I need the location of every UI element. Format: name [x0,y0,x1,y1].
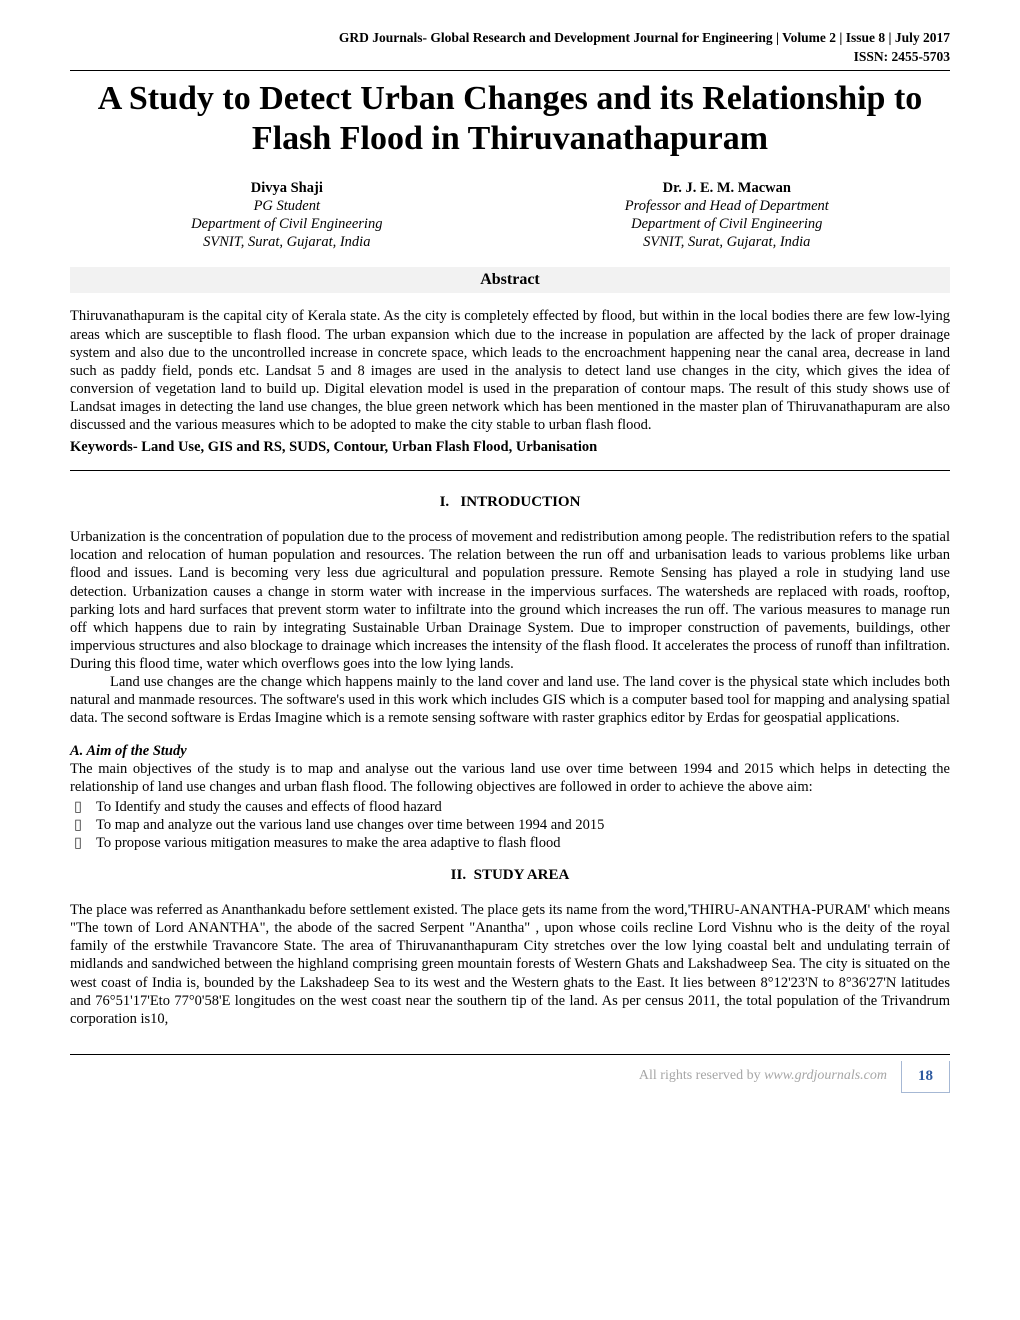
journal-header-line: GRD Journals- Global Research and Develo… [70,30,950,47]
page-number-box: 18 [901,1061,950,1093]
section-number: I. [440,494,450,510]
author-inst: SVNIT, Surat, Gujarat, India [191,233,382,251]
subsection-aim-heading: A. Aim of the Study [70,742,950,760]
footer-rights-text: All rights reserved by www.grdjournals.c… [639,1061,901,1093]
section-heading-introduction: I. INTRODUCTION [70,493,950,512]
author-dept: Department of Civil Engineering [625,215,829,233]
bullet-icon: ▯ [74,834,96,852]
abstract-heading: Abstract [70,267,950,293]
author-dept: Department of Civil Engineering [191,215,382,233]
author-inst: SVNIT, Surat, Gujarat, India [625,233,829,251]
section-title: STUDY AREA [474,867,570,883]
list-item: ▯ To Identify and study the causes and e… [70,798,950,816]
paper-title: A Study to Detect Urban Changes and its … [70,79,950,159]
bullet-icon: ▯ [74,816,96,834]
author-role: PG Student [191,197,382,215]
author-role: Professor and Head of Department [625,197,829,215]
section-number: II. [451,867,466,883]
keywords-line: Keywords- Land Use, GIS and RS, SUDS, Co… [70,438,950,456]
mid-horizontal-rule [70,470,950,471]
list-item: ▯ To map and analyze out the various lan… [70,816,950,834]
author-name: Divya Shaji [191,179,382,197]
bullet-icon: ▯ [74,798,96,816]
intro-paragraph-1: Urbanization is the concentration of pop… [70,528,950,673]
issn-line: ISSN: 2455-5703 [70,49,950,66]
aim-intro-text: The main objectives of the study is to m… [70,760,950,796]
author-2: Dr. J. E. M. Macwan Professor and Head o… [625,179,829,252]
abstract-body: Thiruvanathapuram is the capital city of… [70,307,950,434]
list-item: ▯ To propose various mitigation measures… [70,834,950,852]
section-title: INTRODUCTION [460,494,580,510]
objective-text: To propose various mitigation measures t… [96,834,560,852]
rights-label: All rights reserved by [639,1068,764,1083]
author-name: Dr. J. E. M. Macwan [625,179,829,197]
objective-text: To Identify and study the causes and eff… [96,798,442,816]
authors-block: Divya Shaji PG Student Department of Civ… [70,179,950,252]
section-heading-study-area: II. STUDY AREA [70,866,950,885]
author-1: Divya Shaji PG Student Department of Civ… [191,179,382,252]
footer-site: www.grdjournals.com [764,1068,887,1083]
top-horizontal-rule [70,70,950,71]
study-area-paragraph: The place was referred as Ananthankadu b… [70,901,950,1028]
page-footer: All rights reserved by www.grdjournals.c… [70,1054,950,1093]
objectives-list: ▯ To Identify and study the causes and e… [70,798,950,852]
footer-rule [70,1054,950,1055]
objective-text: To map and analyze out the various land … [96,816,604,834]
intro-paragraph-2: Land use changes are the change which ha… [70,673,950,727]
